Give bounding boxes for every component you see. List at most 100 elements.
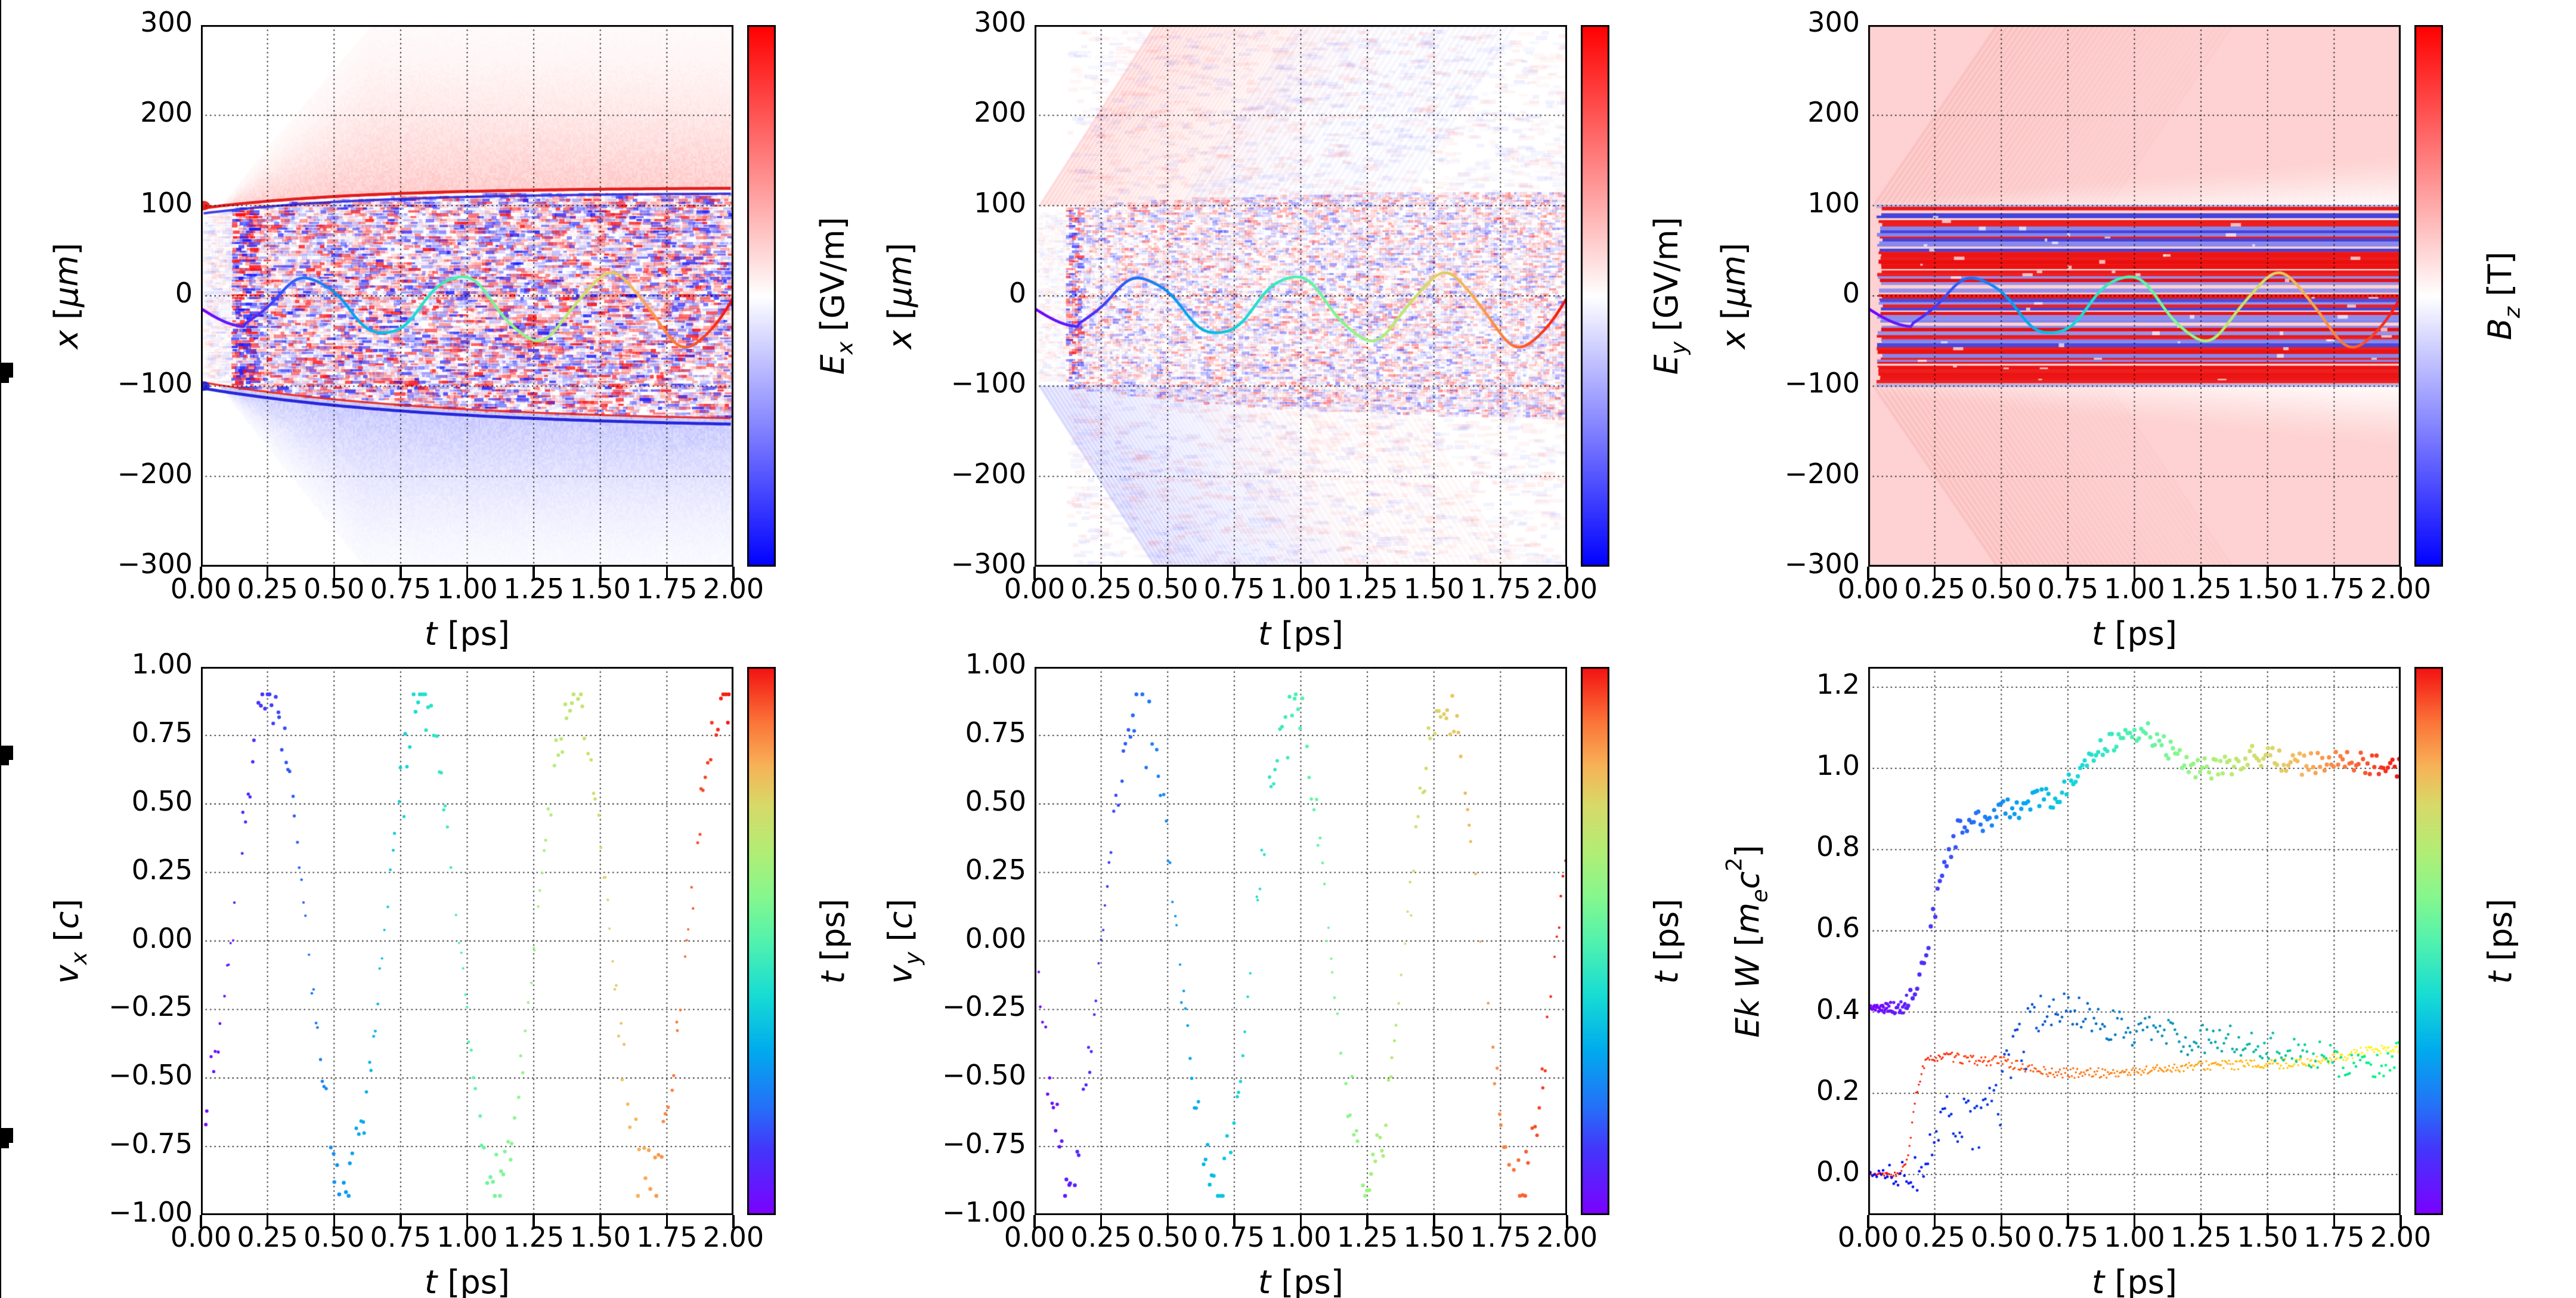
- x-tick-mark: [532, 1215, 535, 1228]
- x-minor-tick: [0, 1037, 1, 1043]
- x-tick-label: 1.50: [2237, 573, 2298, 605]
- x-tick-mark: [665, 567, 668, 580]
- label-segment: [: [881, 928, 919, 952]
- label-segment: e: [1747, 888, 1773, 903]
- x-minor-tick: [0, 586, 1, 593]
- y-tick-label: 0.6: [1816, 911, 1860, 944]
- colorbar-tick: [0, 764, 9, 765]
- x-minor-tick: [0, 879, 1, 885]
- x-minor-tick: [0, 496, 1, 502]
- x-tick-mark: [333, 567, 335, 580]
- x-minor-tick: [0, 1176, 1, 1182]
- y-tick-mark: [0, 758, 13, 760]
- y-axis-label: vx [c]: [45, 667, 91, 1215]
- x-tick-label: 1.25: [1336, 1221, 1398, 1253]
- x-tick-label: 1.00: [2104, 573, 2165, 605]
- x-minor-tick: [0, 885, 1, 890]
- x-minor-tick: [0, 907, 1, 913]
- x-minor-tick: [0, 153, 1, 159]
- x-minor-tick: [0, 799, 1, 805]
- x-minor-tick: [0, 615, 1, 621]
- y-tick-mark: [0, 1141, 13, 1143]
- x-minor-tick: [0, 261, 1, 267]
- x-minor-tick: [0, 301, 1, 306]
- x-minor-tick: [0, 170, 1, 176]
- y-tick-label: 1.2: [1816, 668, 1860, 701]
- x-minor-tick: [0, 221, 1, 227]
- y-tick-mark: [0, 756, 13, 758]
- x-minor-tick: [0, 1210, 1, 1216]
- colorbar-tick: [0, 762, 9, 764]
- y-tick-label: −0.25: [109, 990, 193, 1023]
- x-minor-tick: [0, 113, 1, 119]
- x-tick-mark: [1933, 1215, 1936, 1228]
- x-minor-tick: [0, 794, 1, 799]
- x-minor-tick: [0, 244, 1, 249]
- y-axis-label: vy [c]: [879, 667, 925, 1215]
- x-minor-tick: [0, 1154, 1, 1160]
- x-tick-label: 0.75: [2037, 573, 2099, 605]
- x-minor-tick: [0, 660, 1, 666]
- colorbar-label: Bz [T]: [2479, 25, 2525, 567]
- y-tick-label: −0.25: [942, 990, 1026, 1023]
- x-minor-tick: [0, 1267, 1, 1273]
- label-segment: [ps]: [1271, 1263, 1343, 1298]
- y-axis-label: x [μm]: [879, 25, 922, 567]
- y-tick-label: 1.00: [131, 648, 193, 680]
- x-minor-tick: [0, 1021, 1, 1026]
- x-tick-mark: [1867, 567, 1869, 580]
- x-tick-mark: [1867, 1215, 1869, 1228]
- label-segment: m: [1728, 902, 1766, 934]
- x-minor-tick: [0, 700, 1, 706]
- x-minor-tick: [0, 306, 1, 312]
- x-minor-tick: [0, 975, 1, 981]
- x-minor-tick: [0, 57, 1, 63]
- x-minor-tick: [0, 688, 1, 695]
- x-minor-tick: [0, 1111, 1, 1117]
- x-minor-tick: [0, 1278, 1, 1284]
- y-tick-label: −1.00: [109, 1196, 193, 1228]
- label-segment: [: [48, 307, 85, 330]
- x-minor-tick: [0, 1077, 1, 1083]
- label-segment: x: [881, 330, 919, 350]
- x-tick-mark: [2000, 1215, 2002, 1228]
- x-minor-tick: [0, 987, 1, 992]
- x-tick-label: 0.50: [304, 573, 365, 605]
- y-tick-label: 0.50: [131, 784, 193, 817]
- x-tick-mark: [1566, 567, 1568, 580]
- x-minor-tick: [0, 394, 1, 400]
- x-minor-tick: [0, 930, 1, 935]
- x-minor-tick: [0, 68, 1, 74]
- x-tick-label: 1.25: [2170, 1221, 2232, 1253]
- x-tick-label: 1.50: [2237, 1221, 2298, 1253]
- x-tick-label: 0.25: [1904, 1221, 1965, 1253]
- x-tick-mark: [2267, 1215, 2269, 1228]
- x-minor-tick: [0, 677, 1, 684]
- label-segment: c: [881, 911, 919, 929]
- x-minor-tick: [0, 626, 1, 632]
- x-tick-mark: [732, 1215, 735, 1228]
- x-minor-tick: [0, 1284, 1, 1290]
- x-tick-label: 1.25: [503, 573, 565, 605]
- x-tick-label: 1.50: [569, 573, 631, 605]
- x-minor-tick: [0, 1244, 1, 1250]
- x-minor-tick: [0, 102, 1, 108]
- x-tick-mark: [1499, 1215, 1502, 1228]
- label-segment: ]: [48, 898, 85, 911]
- x-minor-tick: [0, 210, 1, 215]
- label-segment: [GV/m]: [1648, 217, 1685, 342]
- colorbar-label: Ey [GV/m]: [1645, 25, 1691, 567]
- x-axis-label: t [ps]: [1122, 615, 1480, 653]
- x-minor-tick: [0, 289, 1, 295]
- x-tick-mark: [1166, 567, 1169, 580]
- x-tick-label: 0.00: [170, 1221, 232, 1253]
- x-minor-tick: [0, 1222, 1, 1228]
- x-tick-label: 0.75: [2037, 1221, 2099, 1253]
- x-minor-tick: [0, 547, 1, 553]
- x-minor-tick: [0, 788, 1, 794]
- x-minor-tick: [0, 382, 1, 389]
- label-segment: [ps]: [1648, 898, 1685, 971]
- x-tick-mark: [1366, 567, 1368, 580]
- y-tick-mark: [0, 371, 13, 373]
- x-tick-label: 1.00: [436, 1221, 498, 1253]
